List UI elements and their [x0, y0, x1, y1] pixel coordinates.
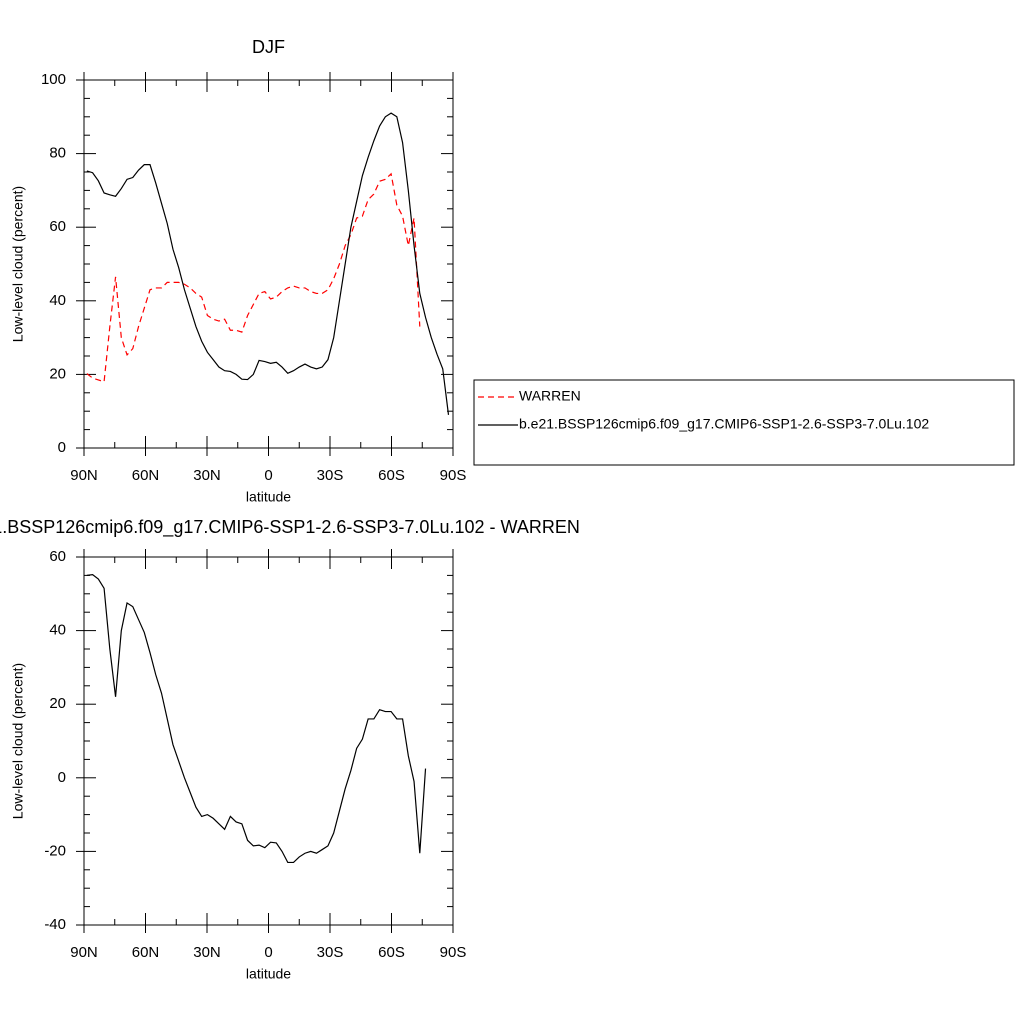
y-axis-title: Low-level cloud (percent) — [10, 186, 26, 342]
y-tick-label: 60 — [49, 218, 66, 235]
x-tick-label: 0 — [264, 944, 272, 961]
series-line — [86, 112, 450, 415]
y-tick-label: 80 — [49, 145, 66, 162]
x-tick-label: 90S — [440, 467, 467, 484]
y-tick-label: 40 — [49, 622, 66, 639]
y-axis-title: Low-level cloud (percent) — [10, 663, 26, 819]
x-tick-label: 0 — [264, 467, 272, 484]
series-line — [86, 172, 421, 383]
y-tick-label: -40 — [44, 916, 66, 933]
series-line — [86, 574, 427, 864]
x-axis-title: latitude — [246, 489, 291, 505]
x-tick-label: 90N — [70, 944, 98, 961]
x-tick-label: 30S — [317, 944, 344, 961]
y-tick-label: 20 — [49, 695, 66, 712]
y-tick-label: 0 — [58, 439, 66, 456]
x-axis-title: latitude — [246, 966, 291, 982]
x-tick-label: 30N — [193, 467, 221, 484]
x-tick-label: 60S — [378, 944, 405, 961]
legend-box — [473, 379, 1015, 466]
x-tick-label: 90N — [70, 467, 98, 484]
plot-frame — [83, 556, 454, 926]
x-tick-label: 30N — [193, 944, 221, 961]
x-tick-label: 60N — [132, 944, 160, 961]
chart-title: DJF — [252, 37, 285, 57]
y-tick-label: -20 — [44, 842, 66, 859]
x-tick-label: 60S — [378, 467, 405, 484]
y-tick-label: 100 — [41, 71, 66, 88]
y-tick-label: 60 — [49, 548, 66, 565]
y-tick-label: 40 — [49, 292, 66, 309]
legend-label: b.e21.BSSP126cmip6.f09_g17.CMIP6-SSP1-2.… — [519, 416, 929, 432]
y-tick-label: 20 — [49, 365, 66, 382]
legend-label: WARREN — [519, 388, 581, 404]
y-tick-label: 0 — [58, 769, 66, 786]
x-tick-label: 60N — [132, 467, 160, 484]
x-tick-label: 90S — [440, 944, 467, 961]
plot-frame — [83, 79, 454, 449]
x-tick-label: 30S — [317, 467, 344, 484]
chart-title: b.e21.BSSP126cmip6.f09_g17.CMIP6-SSP1-2.… — [0, 517, 580, 538]
